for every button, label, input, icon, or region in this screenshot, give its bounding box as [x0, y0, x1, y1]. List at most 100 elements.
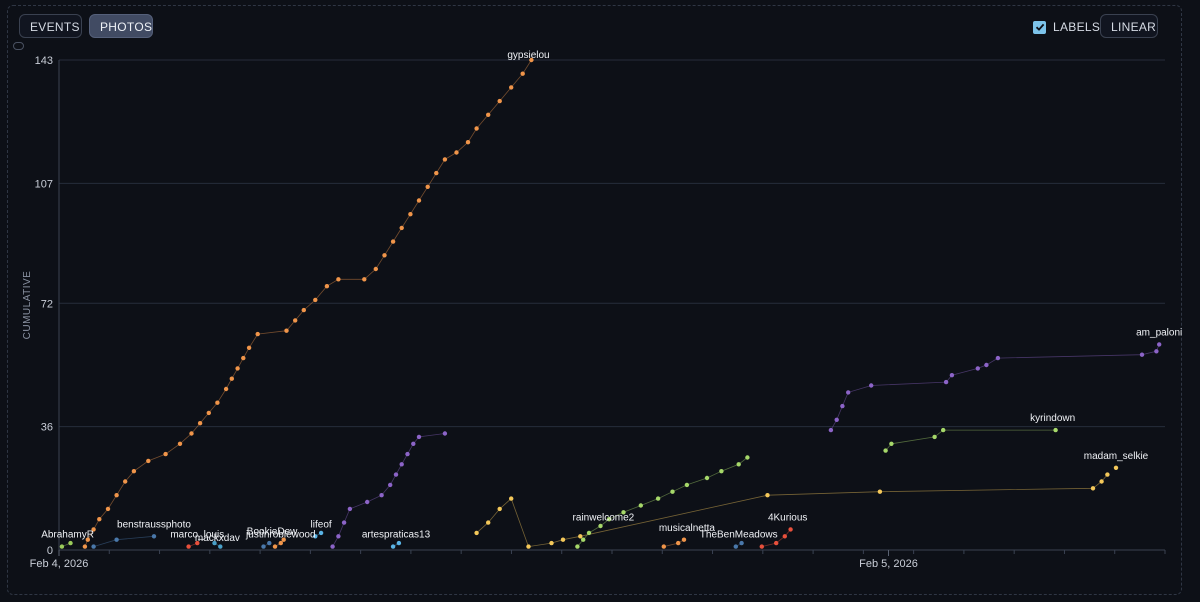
data-point[interactable] — [390, 544, 396, 549]
data-point[interactable] — [995, 355, 1001, 361]
data-point[interactable] — [146, 458, 151, 464]
data-point[interactable] — [745, 455, 750, 460]
data-point[interactable] — [736, 462, 741, 467]
data-point[interactable] — [1053, 427, 1058, 433]
data-point[interactable] — [739, 540, 744, 546]
data-point[interactable] — [281, 537, 286, 542]
data-point[interactable] — [1105, 472, 1110, 477]
data-point[interactable] — [379, 493, 384, 498]
data-point[interactable] — [949, 373, 955, 378]
data-point[interactable] — [382, 253, 387, 258]
data-point[interactable] — [313, 297, 318, 303]
data-point[interactable] — [581, 537, 586, 542]
data-point[interactable] — [474, 126, 479, 131]
data-point[interactable] — [229, 376, 234, 381]
data-point[interactable] — [91, 544, 96, 549]
data-point[interactable] — [526, 544, 531, 549]
data-point[interactable] — [497, 506, 502, 512]
data-point[interactable] — [416, 434, 422, 440]
data-point[interactable] — [151, 534, 157, 539]
data-point[interactable] — [362, 277, 367, 282]
data-point[interactable] — [684, 482, 690, 488]
data-point[interactable] — [442, 157, 448, 162]
data-point[interactable] — [846, 390, 851, 395]
data-point[interactable] — [241, 355, 246, 361]
data-point[interactable] — [621, 510, 626, 515]
data-point[interactable] — [218, 544, 223, 549]
data-point[interactable] — [759, 544, 764, 549]
data-point[interactable] — [396, 540, 402, 546]
data-point[interactable] — [261, 544, 266, 549]
data-point[interactable] — [301, 307, 306, 313]
data-point[interactable] — [889, 441, 894, 446]
data-point[interactable] — [529, 57, 534, 63]
data-point[interactable] — [206, 410, 211, 416]
drag-handle-icon[interactable] — [13, 42, 24, 50]
data-point[interactable] — [1090, 486, 1096, 491]
data-point[interactable] — [215, 400, 220, 405]
data-point[interactable] — [474, 530, 479, 536]
data-point[interactable] — [114, 537, 119, 542]
data-point[interactable] — [330, 544, 335, 549]
scale-toggle-button[interactable]: LINEAR — [1100, 14, 1158, 38]
data-point[interactable] — [131, 469, 137, 474]
data-point[interactable] — [163, 451, 168, 457]
data-point[interactable] — [1099, 479, 1104, 484]
data-point[interactable] — [197, 421, 203, 426]
data-point[interactable] — [560, 537, 566, 542]
data-point[interactable] — [195, 540, 200, 546]
data-point[interactable] — [399, 462, 404, 467]
data-point[interactable] — [549, 540, 554, 546]
data-point[interactable] — [390, 239, 396, 244]
data-point[interactable] — [1154, 349, 1159, 354]
data-point[interactable] — [840, 403, 845, 409]
data-point[interactable] — [114, 493, 119, 498]
data-point[interactable] — [719, 469, 724, 474]
data-point[interactable] — [91, 527, 96, 532]
data-point[interactable] — [85, 537, 91, 542]
data-point[interactable] — [598, 523, 603, 529]
data-point[interactable] — [834, 417, 839, 422]
data-point[interactable] — [235, 366, 240, 371]
labels-toggle[interactable]: LABELS — [1033, 19, 1100, 35]
data-point[interactable] — [336, 277, 341, 282]
data-point[interactable] — [661, 544, 666, 549]
events-tab[interactable]: EVENTS — [19, 14, 82, 38]
data-point[interactable] — [416, 198, 422, 203]
data-point[interactable] — [255, 331, 260, 337]
data-point[interactable] — [313, 534, 318, 539]
data-point[interactable] — [828, 427, 834, 433]
data-point[interactable] — [318, 530, 324, 536]
data-point[interactable] — [293, 318, 298, 323]
data-point[interactable] — [212, 540, 217, 546]
data-point[interactable] — [278, 540, 283, 546]
data-point[interactable] — [97, 517, 102, 522]
data-point[interactable] — [347, 506, 353, 512]
data-point[interactable] — [788, 527, 793, 532]
data-point[interactable] — [246, 345, 252, 350]
data-point[interactable] — [655, 496, 661, 501]
data-point[interactable] — [324, 284, 330, 289]
data-point[interactable] — [1157, 342, 1162, 347]
labels-checkbox[interactable] — [1033, 20, 1046, 34]
data-point[interactable] — [704, 475, 710, 481]
data-point[interactable] — [509, 496, 514, 501]
data-point[interactable] — [284, 328, 289, 333]
data-point[interactable] — [405, 451, 410, 457]
data-point[interactable] — [454, 150, 459, 155]
data-point[interactable] — [341, 520, 347, 525]
data-point[interactable] — [676, 540, 681, 546]
data-point[interactable] — [765, 493, 770, 498]
data-point[interactable] — [189, 431, 194, 436]
data-point[interactable] — [399, 225, 404, 231]
data-point[interactable] — [782, 534, 787, 539]
data-point[interactable] — [670, 489, 675, 494]
data-point[interactable] — [606, 517, 612, 522]
data-point[interactable] — [123, 479, 128, 484]
data-point[interactable] — [365, 499, 370, 505]
data-point[interactable] — [869, 383, 874, 388]
data-point[interactable] — [681, 537, 687, 542]
data-point[interactable] — [434, 170, 439, 176]
data-point[interactable] — [425, 184, 430, 189]
data-point[interactable] — [883, 448, 888, 453]
